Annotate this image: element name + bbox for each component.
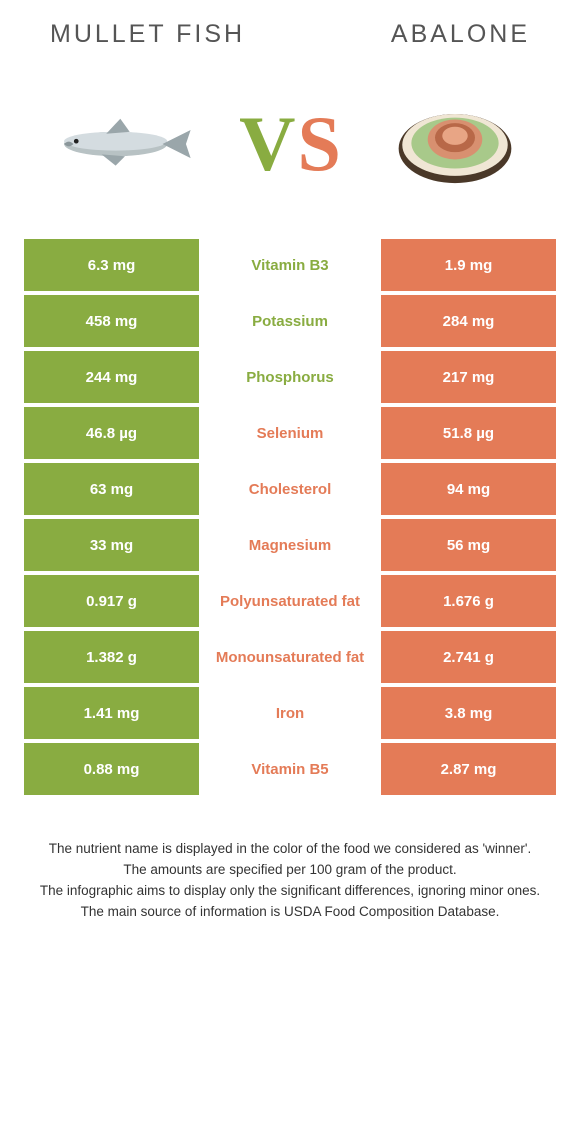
nutrient-name-cell: Cholesterol — [199, 463, 381, 515]
nutrient-name-cell: Potassium — [199, 295, 381, 347]
nutrient-name-cell: Vitamin B5 — [199, 743, 381, 795]
footer-notes: The nutrient name is displayed in the co… — [0, 799, 580, 943]
right-value-cell: 2.87 mg — [381, 743, 556, 795]
right-value-cell: 1.676 g — [381, 575, 556, 627]
nutrient-row: 1.41 mgIron3.8 mg — [24, 687, 556, 739]
nutrient-name-cell: Selenium — [199, 407, 381, 459]
footer-line: The infographic aims to display only the… — [30, 881, 550, 902]
vs-label: V S — [239, 99, 341, 189]
left-value-cell: 63 mg — [24, 463, 199, 515]
left-value-cell: 244 mg — [24, 351, 199, 403]
left-value-cell: 46.8 µg — [24, 407, 199, 459]
left-value-cell: 0.917 g — [24, 575, 199, 627]
right-value-cell: 56 mg — [381, 519, 556, 571]
nutrient-row: 6.3 mgVitamin B31.9 mg — [24, 239, 556, 291]
left-value-cell: 33 mg — [24, 519, 199, 571]
left-value-cell: 6.3 mg — [24, 239, 199, 291]
nutrient-row: 0.917 gPolyunsaturated fat1.676 g — [24, 575, 556, 627]
right-value-cell: 284 mg — [381, 295, 556, 347]
nutrient-table: 6.3 mgVitamin B31.9 mg458 mgPotassium284… — [0, 239, 580, 795]
right-food-title: ABALONE — [391, 20, 530, 49]
nutrient-row: 244 mgPhosphorus217 mg — [24, 351, 556, 403]
right-value-cell: 217 mg — [381, 351, 556, 403]
vs-s-letter: S — [297, 99, 340, 189]
hero-row: V S — [0, 59, 580, 239]
left-value-cell: 1.41 mg — [24, 687, 199, 739]
nutrient-row: 1.382 gMonounsaturated fat2.741 g — [24, 631, 556, 683]
right-value-cell: 3.8 mg — [381, 687, 556, 739]
right-value-cell: 94 mg — [381, 463, 556, 515]
right-value-cell: 2.741 g — [381, 631, 556, 683]
left-value-cell: 458 mg — [24, 295, 199, 347]
right-value-cell: 1.9 mg — [381, 239, 556, 291]
nutrient-name-cell: Phosphorus — [199, 351, 381, 403]
right-value-cell: 51.8 µg — [381, 407, 556, 459]
footer-line: The nutrient name is displayed in the co… — [30, 839, 550, 860]
nutrient-row: 63 mgCholesterol94 mg — [24, 463, 556, 515]
footer-line: The amounts are specified per 100 gram o… — [30, 860, 550, 881]
right-food-image — [380, 89, 530, 199]
nutrient-row: 33 mgMagnesium56 mg — [24, 519, 556, 571]
footer-line: The main source of information is USDA F… — [30, 902, 550, 923]
nutrient-name-cell: Polyunsaturated fat — [199, 575, 381, 627]
nutrient-row: 46.8 µgSelenium51.8 µg — [24, 407, 556, 459]
nutrient-name-cell: Iron — [199, 687, 381, 739]
left-food-image — [50, 89, 200, 199]
left-value-cell: 1.382 g — [24, 631, 199, 683]
nutrient-name-cell: Vitamin B3 — [199, 239, 381, 291]
nutrient-name-cell: Monounsaturated fat — [199, 631, 381, 683]
infographic-container: MULLET FISH ABALONE V S — [0, 0, 580, 943]
left-value-cell: 0.88 mg — [24, 743, 199, 795]
nutrient-name-cell: Magnesium — [199, 519, 381, 571]
nutrient-row: 0.88 mgVitamin B52.87 mg — [24, 743, 556, 795]
nutrient-row: 458 mgPotassium284 mg — [24, 295, 556, 347]
left-food-title: MULLET FISH — [50, 20, 245, 49]
vs-v-letter: V — [239, 99, 295, 189]
title-row: MULLET FISH ABALONE — [0, 0, 580, 59]
